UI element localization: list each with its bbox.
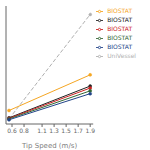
svg-text:1.7: 1.7 [73,127,83,134]
svg-text:0.6: 0.6 [8,127,17,134]
html-text:BIOSTAT: BIOSTAT [107,43,133,50]
svg-text:1.5: 1.5 [61,127,71,134]
svg-text:0.8: 0.8 [19,127,29,134]
html-text:BIOSTAT: BIOSTAT [107,25,133,32]
svg-text:Tip Speed (m/s): Tip Speed (m/s) [21,142,77,150]
html-text:BIOSTAT: BIOSTAT [107,7,133,14]
svg-text:1.3: 1.3 [49,127,59,134]
html-text:BIOSTAT: BIOSTAT [107,34,133,41]
svg-text:1.1: 1.1 [37,127,47,134]
html-text:BIOSTAT: BIOSTAT [107,16,133,23]
svg-text:1.9: 1.9 [85,127,95,134]
html-text:UniVessel: UniVessel [107,52,136,59]
